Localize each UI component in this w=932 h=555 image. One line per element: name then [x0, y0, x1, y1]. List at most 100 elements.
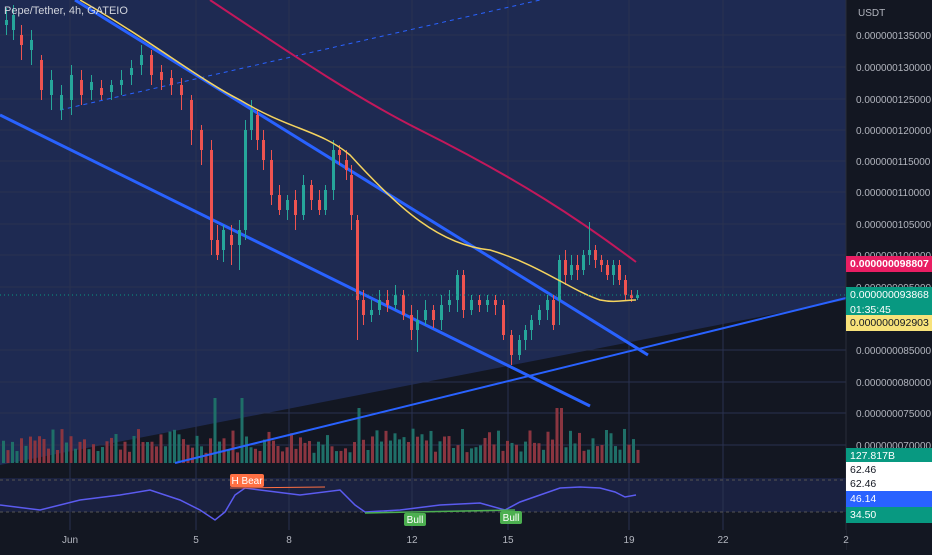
volume-bar — [402, 437, 406, 463]
volume-bar — [371, 436, 374, 463]
candle-body — [286, 200, 289, 210]
volume-bar — [582, 450, 586, 463]
volume-bar — [339, 450, 343, 463]
candle-body — [600, 260, 603, 265]
volume-bar — [29, 436, 32, 463]
candle-body — [60, 95, 63, 110]
candle-body — [30, 40, 33, 50]
volume-bar — [240, 398, 244, 463]
volume-bar — [164, 446, 167, 463]
candle-body — [494, 300, 497, 305]
volume-bar — [11, 441, 14, 463]
candle-body — [470, 300, 473, 310]
volume-bar — [591, 438, 595, 463]
candle-body — [200, 130, 203, 150]
volume-bar — [587, 449, 590, 463]
price-tick-label: 0.000000110000 — [856, 188, 931, 199]
volume-bar — [272, 440, 275, 463]
volume-bar — [564, 447, 568, 463]
volume-bar — [533, 442, 536, 463]
candle-body — [302, 185, 305, 215]
volume-bar — [186, 444, 190, 463]
volume-bar — [600, 444, 604, 463]
candle-body — [160, 72, 163, 80]
volume-bar — [389, 440, 392, 463]
price-tick-label: 0.000000070000 — [856, 441, 932, 452]
volume-bar — [551, 439, 554, 463]
volume-bar — [335, 451, 338, 463]
candle-body — [448, 300, 451, 305]
volume-bar — [501, 450, 505, 463]
volume-bar — [141, 442, 145, 463]
volume-bar — [555, 408, 559, 463]
volume-bar — [245, 436, 248, 463]
last-price-badge: 0.000000093868 — [846, 287, 932, 303]
volume-bar — [227, 449, 230, 463]
candle-body — [345, 160, 348, 170]
volume-bar — [605, 429, 608, 463]
volume-bar — [447, 436, 451, 463]
candle-body — [12, 15, 15, 30]
ma-long-badge: 0.000000098807 — [846, 256, 932, 272]
candle-body — [230, 235, 233, 245]
price-tick-label: 0.000000130000 — [856, 63, 932, 74]
candle-body — [210, 150, 213, 240]
volume-bar — [362, 439, 365, 463]
volume-bar — [420, 434, 424, 463]
volume-bar — [407, 441, 410, 463]
volume-bar — [132, 435, 136, 463]
support-line — [174, 297, 847, 464]
symbol-title[interactable]: Pepe/Tether, 4h, GATEIO — [4, 5, 128, 17]
volume-bar — [182, 439, 185, 463]
candle-body — [270, 160, 273, 195]
bull-label-1-bg — [404, 513, 426, 526]
candle-body — [278, 195, 281, 210]
volume-bar — [294, 448, 298, 463]
candle-body — [524, 330, 527, 340]
volume-bar — [299, 437, 302, 463]
candle-body — [362, 300, 365, 315]
candle-body — [612, 265, 615, 275]
candle-body — [410, 315, 413, 330]
volume-bar — [56, 449, 59, 463]
candle-body — [386, 300, 389, 305]
volume-bar — [492, 444, 496, 463]
volume-bar — [33, 440, 37, 463]
volume-bar — [123, 441, 127, 463]
candle-body — [636, 295, 639, 298]
volume-bar — [456, 445, 460, 463]
volume-bar — [461, 429, 464, 463]
candle-body — [294, 200, 297, 215]
candle-body — [378, 300, 381, 310]
volume-bar — [114, 434, 118, 463]
rsi-band — [0, 478, 846, 512]
volume-bar — [519, 451, 523, 463]
volume-bar — [137, 429, 140, 463]
bull-label-2-bg — [500, 511, 522, 524]
candle-body — [478, 300, 481, 305]
volume-bar — [569, 430, 572, 463]
candle-body — [630, 295, 633, 298]
candle-body — [222, 230, 225, 250]
dashed-line — [59, 0, 541, 111]
volume-bar — [609, 433, 613, 463]
volume-bar — [177, 434, 181, 463]
volume-bar — [317, 441, 320, 463]
time-tick-label: 5 — [193, 535, 199, 546]
volume-bar — [528, 430, 532, 463]
volume-bar — [443, 436, 446, 463]
candle-body — [594, 250, 597, 260]
volume-bar — [119, 449, 122, 463]
volume-bar — [195, 435, 199, 463]
rsi-lower-badge: 34.50 — [846, 507, 932, 523]
candle-body — [618, 265, 621, 280]
candle-body — [552, 300, 555, 325]
candle-body — [190, 100, 193, 130]
candle-body — [606, 265, 609, 275]
countdown-badge: 01:35:45 — [846, 302, 932, 318]
price-tick-label: 0.000000120000 — [856, 126, 932, 137]
volume-bar — [155, 446, 158, 463]
rsi-value-badge: 46.14 — [846, 491, 932, 507]
volume-bar — [465, 452, 469, 463]
